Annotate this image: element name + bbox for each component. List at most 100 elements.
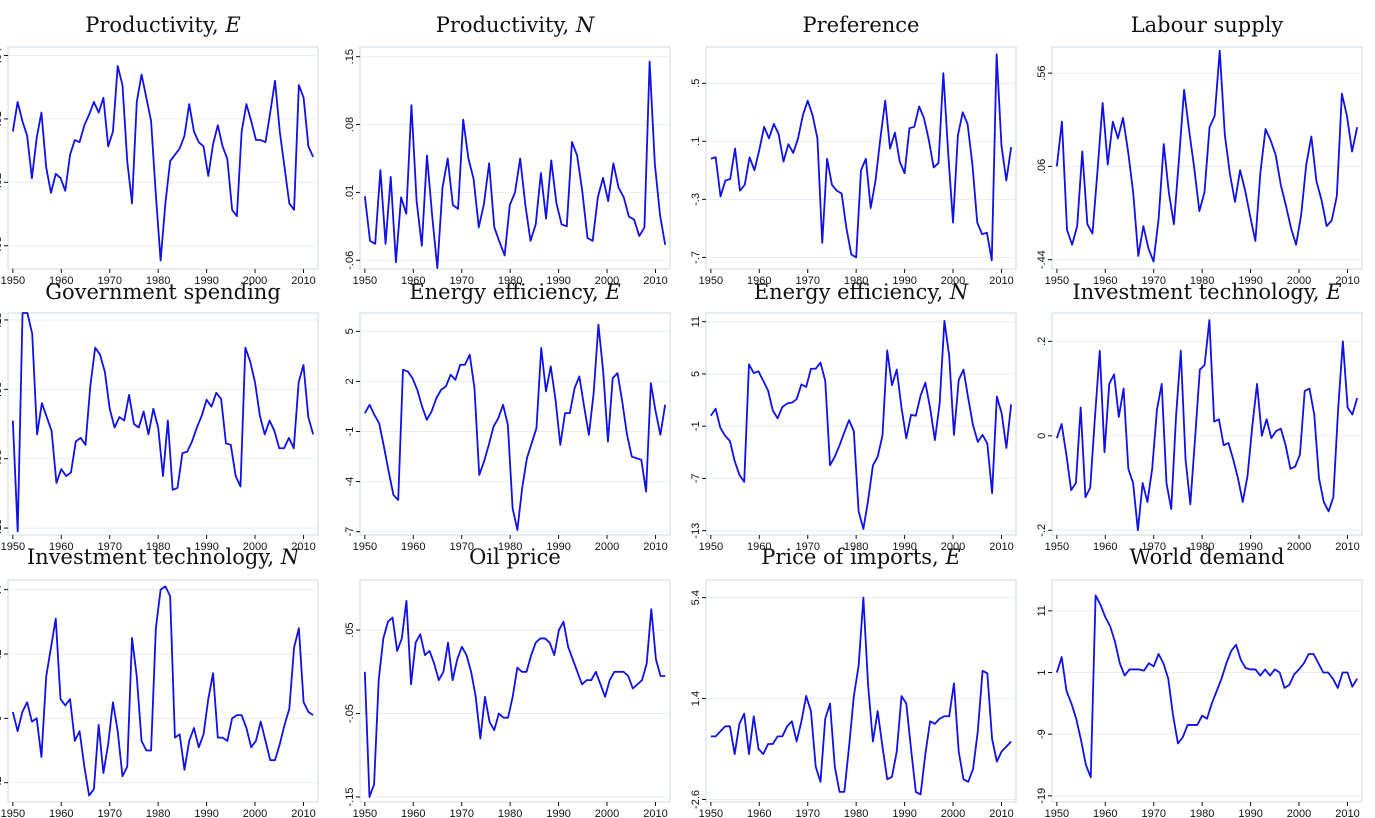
chart-panel-1: Productivity, E -.05 -.02 .01 .04 1950 1960 197… [0,13,319,287]
y-tick-label: .01 [0,111,4,126]
plot-frame [1051,579,1363,803]
x-tick-label: 1960 [747,541,771,553]
x-tick-label: 1950 [353,808,377,818]
y-tick-label: 1 [1036,669,1048,675]
x-tick-label: 1980 [498,808,522,818]
chart-title: Labour supply [1131,13,1284,37]
chart-panel-10: Oil price -.15 -.05 .05 1950 1960 1970 1980 1990… [344,545,671,818]
x-tick-label: 1980 [1190,275,1214,287]
y-tick-label: -4 [344,477,356,487]
y-tick-label: -7 [344,527,356,537]
y-tick-label: .05 [0,382,4,397]
y-tick-label: 5.4 [690,590,702,605]
y-tick-label: .15 [344,49,356,64]
plot-frame [359,312,671,536]
x-tick-label: 1980 [498,275,522,287]
series-line [11,312,315,533]
chart-title-italic: E [224,13,240,37]
chart-panel-9: Investment technology, N -.2 0 .2 .4 1950 1960… [0,545,319,818]
series-line [11,585,314,797]
y-tick-label: .2 [0,649,4,658]
x-tick-label: 1950 [699,275,723,287]
x-tick-label: 1970 [1141,808,1165,818]
y-tick-label: .4 [0,585,4,594]
y-tick-label: .05 [344,622,356,637]
plot-frame [1051,312,1363,536]
y-tick-label: .15 [0,312,4,327]
chart-title: Oil price [469,545,561,569]
chart-panel-5: Government spending -.15 -.05 .05 .15 1950 196… [0,280,319,553]
x-tick-label: 1970 [795,541,819,553]
y-tick-label: -.06 [344,251,356,270]
chart-panel-3: Preference -.7 -.3 .1 .5 1950 1960 1970 1980 1990… [690,13,1017,287]
x-tick-label: 1950 [1,275,25,287]
y-tick-label: 0 [0,715,4,721]
x-tick-label: 1950 [1045,541,1069,553]
series-line [710,53,1013,262]
y-tick-label: .5 [690,79,702,88]
x-tick-label: 1970 [97,541,121,553]
x-tick-label: 1960 [401,541,425,553]
x-tick-label: 2000 [595,275,619,287]
x-tick-label: 2010 [1335,541,1359,553]
chart-title: Energy efficiency, N [754,280,969,304]
x-tick-label: 1950 [1045,275,1069,287]
y-tick-label: .04 [0,48,4,63]
chart-panel-7: Energy efficiency, N -13 -7 -1 5 11 1950 1960 19… [690,280,1017,553]
x-tick-label: 2000 [243,808,267,818]
x-tick-label: 2000 [243,541,267,553]
x-tick-label: 1980 [844,275,868,287]
chart-title: Investment technology, E [1072,280,1341,304]
x-tick-label: 1990 [546,275,570,287]
x-tick-label: 2000 [1287,541,1311,553]
y-tick-label: -.2 [0,776,4,789]
chart-title-italic: E [604,280,620,304]
x-tick-label: 2000 [1287,808,1311,818]
x-tick-label: 2010 [291,275,315,287]
series-line [363,60,667,269]
plot-frame [359,46,671,270]
y-tick-label: .56 [1036,65,1048,80]
chart-panel-6: Energy efficiency, E -7 -4 -1 2 5 1950 1960 1970… [344,280,671,553]
x-tick-label: 1990 [892,808,916,818]
x-tick-label: 2010 [643,808,667,818]
y-tick-label: .08 [344,117,356,132]
y-tick-label: .06 [1036,159,1048,174]
x-tick-label: 1990 [1238,275,1262,287]
x-tick-label: 2010 [1335,808,1359,818]
x-tick-label: 1990 [194,275,218,287]
y-tick-label: 0 [1036,433,1048,439]
x-tick-label: 1960 [1093,541,1117,553]
series-line [1055,594,1358,779]
x-tick-label: 1970 [449,275,473,287]
y-tick-label: -.44 [1036,250,1048,269]
x-tick-label: 1960 [1093,808,1117,818]
x-tick-label: 1960 [49,275,73,287]
x-tick-label: 1950 [1,541,25,553]
y-tick-label: .01 [344,185,356,200]
x-tick-label: 2010 [989,275,1013,287]
x-tick-label: 2010 [291,541,315,553]
chart-title-italic: E [944,545,960,569]
chart-title: Productivity, N [436,13,595,37]
y-tick-label: 11 [690,316,702,327]
x-tick-label: 1990 [1238,541,1262,553]
x-tick-label: 1970 [97,808,121,818]
series-line [364,323,667,531]
x-tick-label: 2000 [243,275,267,287]
x-tick-label: 1990 [194,541,218,553]
plot-frame [1051,46,1363,270]
y-tick-label: 1.4 [690,691,702,706]
x-tick-label: 2000 [595,808,619,818]
x-tick-label: 1950 [353,275,377,287]
x-tick-label: 1980 [498,541,522,553]
x-tick-label: 1950 [1045,808,1069,818]
y-tick-label: -.15 [0,519,4,538]
x-tick-label: 1980 [146,808,170,818]
series-line [1055,319,1359,532]
chart-panel-8: Investment technology, E -.2 0 .2 1950 1960 19… [1036,280,1363,553]
chart-title: World demand [1130,545,1285,569]
chart-title-italic: N [949,280,969,304]
